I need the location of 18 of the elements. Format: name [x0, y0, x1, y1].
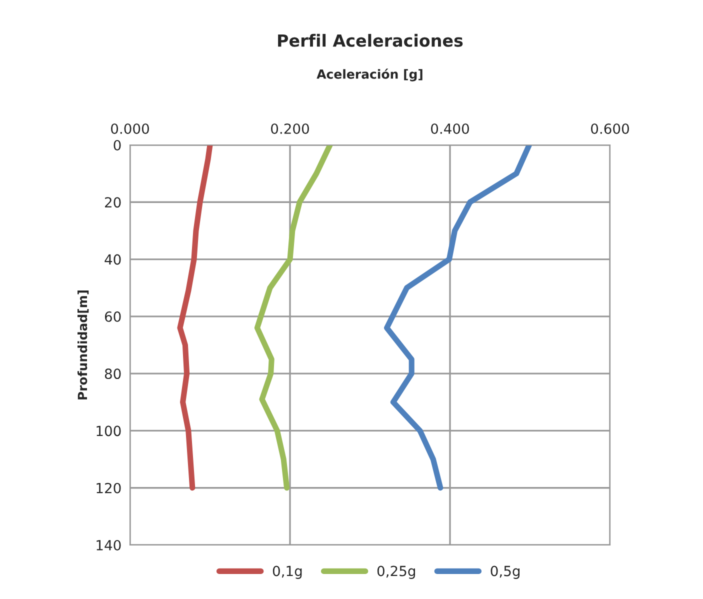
x-tick-label: 0.200: [271, 123, 309, 134]
y-tick-label: 120: [96, 482, 121, 494]
x-tick-label: 0.400: [431, 123, 469, 134]
y-tick-label: 20: [105, 197, 121, 208]
legend-label: 0,5g: [490, 566, 520, 579]
y-tick-label: 40: [104, 254, 121, 265]
y-tick-label: 0: [114, 140, 121, 150]
y-tick-label: 140: [96, 540, 121, 550]
x-axis-title: Aceleración [g]: [316, 68, 422, 82]
legend-label: 0,25g: [377, 566, 415, 579]
y-tick-label: 80: [104, 368, 121, 380]
x-tick-label: 0.000: [111, 123, 149, 134]
y-axis-title: Profundidad[m]: [78, 290, 89, 400]
legend-label: 0,1g: [272, 566, 302, 579]
y-tick-label: 60: [104, 311, 121, 322]
x-tick-label: 0.600: [591, 123, 629, 134]
chart-title: Perfil Aceleraciones: [278, 34, 463, 47]
y-tick-label: 100: [96, 426, 121, 436]
